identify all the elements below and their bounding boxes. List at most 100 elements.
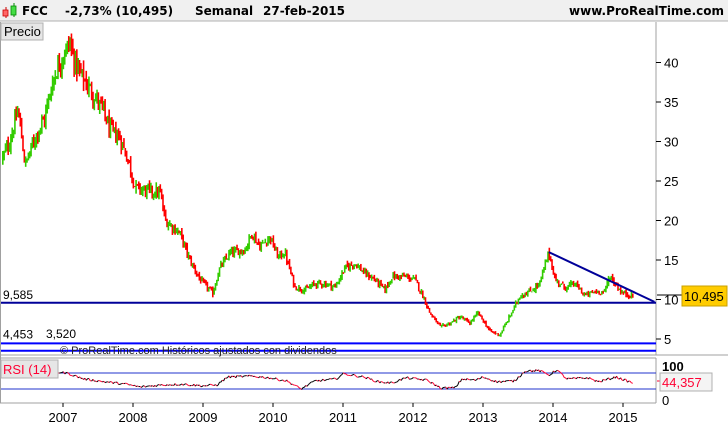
rsi-segment [368, 377, 371, 380]
price-panel-label-box [0, 22, 44, 41]
y-tick-label: 25 [664, 174, 678, 189]
rsi-segment [145, 385, 148, 388]
rsi-segment [375, 380, 378, 383]
rsi-segment [474, 379, 477, 382]
rsi-segment [590, 378, 593, 380]
rsi-segment [544, 372, 547, 375]
rsi-segment [606, 377, 609, 380]
y-tick-label: 5 [664, 332, 671, 347]
rsi-segment [589, 377, 592, 380]
rsi-segment [355, 375, 358, 378]
rsi-segment [96, 380, 99, 383]
rsi-segment [464, 378, 467, 381]
rsi-segment [503, 380, 506, 383]
rsi-segment [571, 377, 574, 379]
rsi-segment [485, 377, 488, 380]
rsi-segment [479, 377, 481, 380]
rsi-segment [391, 381, 394, 384]
rsi-segment [126, 382, 129, 385]
rsi-segment [430, 381, 433, 384]
rsi-segment [419, 378, 422, 381]
rsi-segment [519, 375, 522, 378]
rsi-segment [456, 384, 459, 387]
rsi-segment [446, 386, 449, 390]
rsi-segment [539, 370, 542, 373]
y-tick-label: 30 [664, 135, 678, 150]
rsi-segment [325, 378, 328, 381]
site-link[interactable]: www.ProRealTime.com [569, 4, 724, 18]
rsi-segment [553, 370, 556, 373]
rsi-segment [488, 378, 491, 381]
rsi-segment [353, 374, 356, 376]
rsi-segment [337, 376, 340, 380]
rsi-segment [216, 384, 219, 387]
rsi-segment [231, 375, 234, 378]
rsi-segment [407, 376, 410, 380]
rsi-segment [332, 377, 335, 380]
rsi-segment [328, 378, 331, 380]
rsi-segment [435, 384, 439, 387]
rsi-segment [499, 380, 502, 383]
rsi-segment [267, 376, 270, 380]
rsi-segment [422, 379, 425, 382]
price-change: -2,73% (10,495) [65, 4, 173, 18]
watermark: © ProRealTime.com Históricos ajustados c… [60, 345, 337, 357]
rsi-segment [127, 383, 130, 386]
rsi-segment [220, 379, 223, 383]
rsi-segment [541, 369, 543, 372]
rsi-segment [312, 380, 315, 383]
rsi-segment [558, 370, 561, 373]
rsi-segment [135, 385, 138, 388]
rsi-segment [627, 380, 630, 383]
rsi-segment [452, 386, 455, 389]
rsi-segment [623, 378, 626, 381]
rsi-segment [400, 377, 404, 381]
rsi-segment [575, 376, 578, 380]
rsi-segment [340, 374, 343, 376]
rsi-segment [598, 380, 601, 383]
rsi-segment [165, 384, 168, 387]
rsi-segment [150, 385, 153, 387]
rsi-segment [322, 378, 325, 382]
rsi-segment [476, 378, 479, 380]
rsi-segment [345, 373, 348, 376]
rsi-segment [460, 378, 463, 382]
rsi-segment [336, 378, 339, 380]
rsi-segment [259, 376, 262, 378]
rsi-segment [137, 385, 139, 388]
rsi-segment [223, 377, 226, 382]
rsi-segment [620, 377, 623, 381]
rsi-segment [64, 372, 67, 375]
rsi-segment [213, 384, 216, 386]
rsi-value-box [659, 372, 713, 392]
rsi-segment [274, 377, 277, 380]
rsi-segment [406, 376, 409, 378]
rsi-segment [235, 375, 238, 379]
trendline[interactable] [548, 251, 655, 303]
rsi-segment [197, 384, 200, 386]
rsi-segment [298, 387, 301, 389]
price-panel-label: Precio [4, 24, 41, 39]
rsi-segment [502, 380, 504, 383]
rsi-segment [248, 374, 251, 377]
rsi-segment [321, 378, 324, 381]
rsi-segment [110, 381, 113, 383]
rsi-segment [81, 377, 84, 380]
y-tick-label: 40 [664, 56, 678, 71]
rsi-segment [208, 383, 211, 386]
rsi-segment [139, 386, 142, 388]
rsi-segment [543, 371, 546, 374]
rsi-segment [473, 378, 476, 381]
rsi-segment [365, 376, 368, 380]
symbol: FCC [22, 4, 48, 18]
header-bar [0, 0, 728, 21]
last-price-marker: 10,495 [657, 285, 728, 307]
rsi-segment [429, 381, 432, 384]
rsi-segment [343, 372, 346, 375]
rsi-segment [394, 381, 397, 384]
rsi-segment [504, 380, 507, 383]
rsi-segment [134, 384, 137, 387]
last-price-box [681, 285, 728, 307]
rsi-segment [555, 369, 558, 372]
rsi-segment [481, 376, 484, 378]
